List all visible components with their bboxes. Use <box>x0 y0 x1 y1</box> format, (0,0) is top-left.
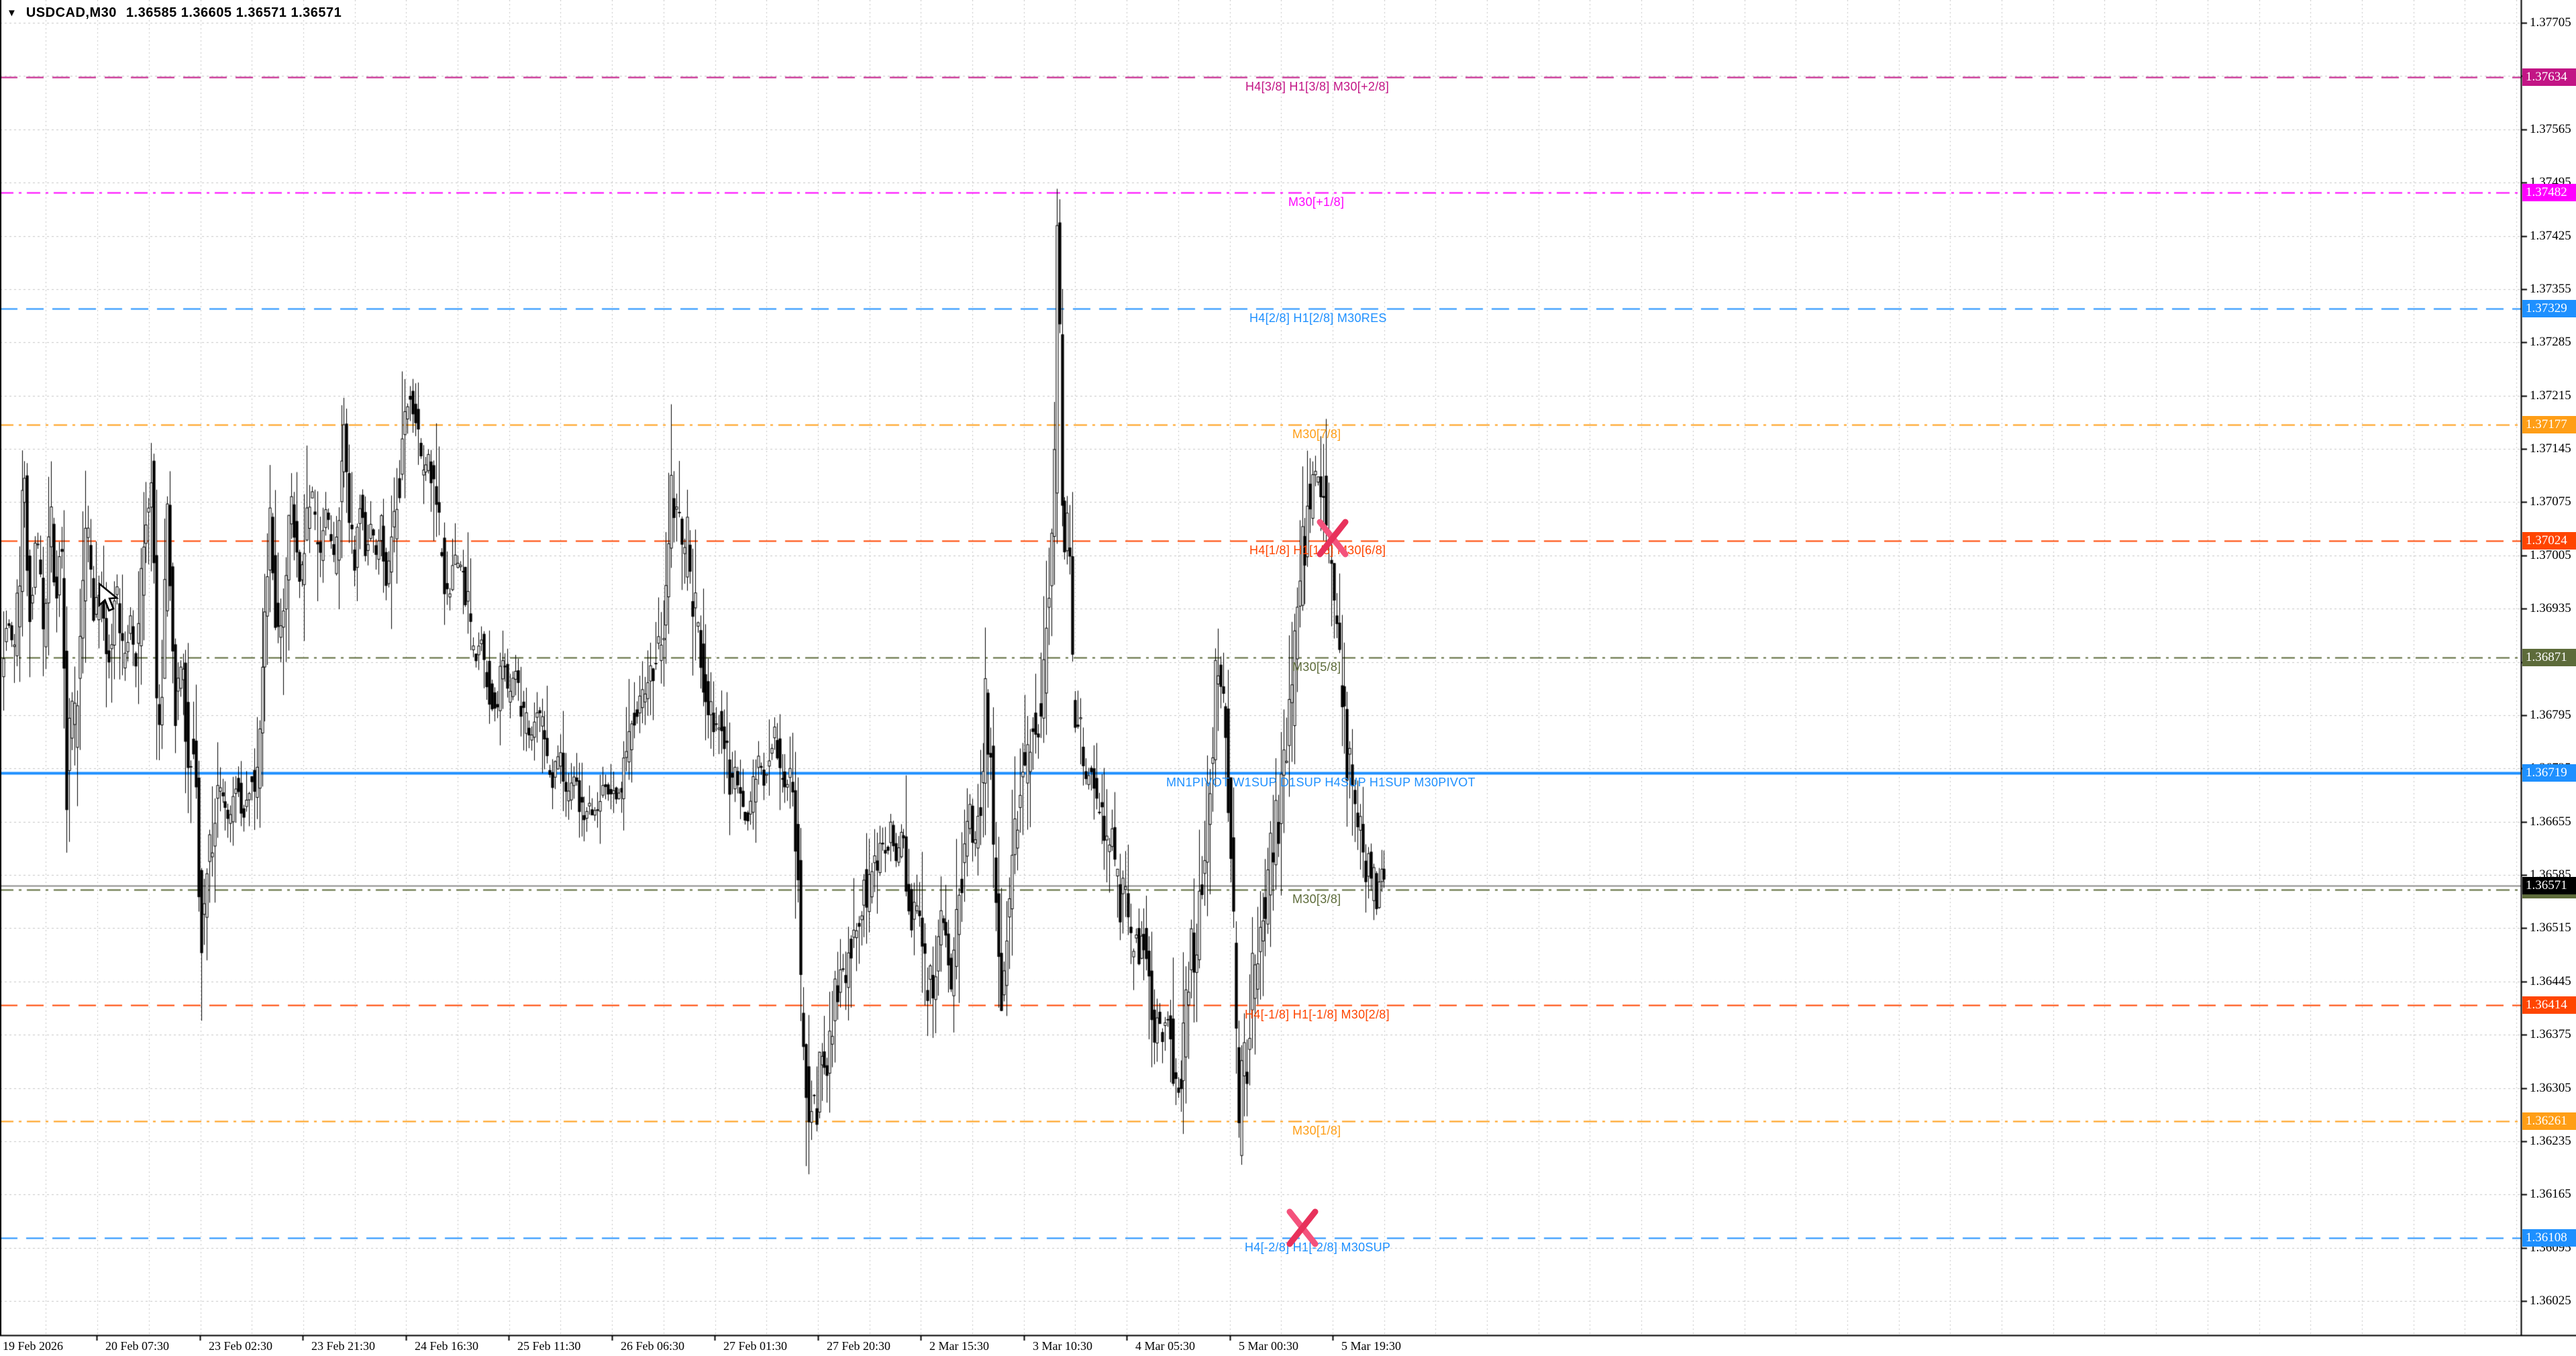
time-axis-label: 24 Feb 16:30 <box>415 1339 479 1353</box>
level-line-label: H4[3/8] H1[3/8] M30[+2/8] <box>1245 79 1390 93</box>
price-axis-tick-label: 1.37075 <box>2530 494 2571 509</box>
time-axis-label: 27 Feb 20:30 <box>827 1339 891 1353</box>
price-axis-tick-label: 1.36445 <box>2530 974 2571 988</box>
level-price-badge: 1.37634 <box>2522 68 2576 86</box>
time-axis-label: 23 Feb 02:30 <box>209 1339 273 1353</box>
time-axis-label: 20 Feb 07:30 <box>105 1339 170 1353</box>
price-axis-tick-label: 1.37285 <box>2530 335 2571 350</box>
time-axis-label: 3 Mar 10:30 <box>1033 1339 1092 1353</box>
price-axis-tick-label: 1.37215 <box>2530 388 2571 403</box>
level-price-badge: 1.36871 <box>2522 648 2576 666</box>
price-axis-tick-label: 1.36515 <box>2530 921 2571 935</box>
level-line-label: M30[7/8] <box>1292 427 1341 441</box>
level-price-badge: 1.36719 <box>2522 764 2576 782</box>
price-axis-tick-label: 1.37705 <box>2530 15 2571 30</box>
price-axis-tick-label: 1.36165 <box>2530 1187 2571 1202</box>
level-line-label: M30[3/8] <box>1292 892 1341 906</box>
price-axis-tick-label: 1.37355 <box>2530 281 2571 296</box>
level-price-badge: 1.36414 <box>2522 996 2576 1014</box>
price-axis-tick-label: 1.37005 <box>2530 547 2571 562</box>
price-axis-tick-label: 1.36305 <box>2530 1080 2571 1095</box>
level-price-badge: 1.36108 <box>2522 1229 2576 1247</box>
time-axis-label: 27 Feb 01:30 <box>723 1339 788 1353</box>
price-axis-tick-label: 1.37565 <box>2530 121 2571 136</box>
symbol-dropdown-marker-icon[interactable]: ▼ <box>7 7 17 19</box>
time-axis-label: 23 Feb 21:30 <box>311 1339 376 1353</box>
x-mark-lower[interactable] <box>1286 1208 1319 1251</box>
level-price-badge: 1.37329 <box>2522 300 2576 318</box>
price-axis-tick-label: 1.36655 <box>2530 814 2571 829</box>
chart-symbol-timeframe: USDCAD,M30 <box>25 5 117 20</box>
time-axis-label: 19 Feb 2026 <box>3 1339 63 1353</box>
level-line-label: H4[-2/8] H1[-2/8] M30SUP <box>1245 1240 1391 1254</box>
price-axis-tick-label: 1.37425 <box>2530 228 2571 243</box>
level-line-label: M30[+1/8] <box>1288 195 1345 209</box>
level-line-label: H4[2/8] H1[2/8] M30RES <box>1249 311 1387 325</box>
level-line-label: H4[1/8] H1[1/8] M30[6/8] <box>1249 543 1386 558</box>
time-axis-label: 26 Feb 06:30 <box>621 1339 685 1353</box>
level-price-badge: 1.36261 <box>2522 1112 2576 1131</box>
price-axis-tick-label: 1.36235 <box>2530 1133 2571 1148</box>
time-axis-label: 5 Mar 00:30 <box>1239 1339 1298 1353</box>
chart-title: ▼ USDCAD,M30 1.36585 1.36605 1.36571 1.3… <box>7 5 342 21</box>
price-axis-tick-label: 1.36935 <box>2530 601 2571 616</box>
time-axis-label: 2 Mar 15:30 <box>929 1339 989 1353</box>
current-price-badge: 1.36571 <box>2522 876 2576 894</box>
level-price-badge: 1.37024 <box>2522 532 2576 550</box>
price-axis-tick-label: 1.36025 <box>2530 1294 2571 1308</box>
time-axis-label: 5 Mar 19:30 <box>1341 1339 1401 1353</box>
time-axis-label: 4 Mar 05:30 <box>1135 1339 1195 1353</box>
level-line-label: MN1PIVOT W1SUP D1SUP H4SUP H1SUP M30PIVO… <box>1166 776 1476 790</box>
mouse-cursor-icon <box>98 582 121 617</box>
level-line-label: M30[1/8] <box>1292 1124 1341 1138</box>
level-line-label: H4[-1/8] H1[-1/8] M30[2/8] <box>1245 1007 1390 1021</box>
price-axis-tick-label: 1.36375 <box>2530 1027 2571 1042</box>
price-axis-tick-label: 1.36795 <box>2530 707 2571 722</box>
time-axis-label: 25 Feb 11:30 <box>517 1339 581 1353</box>
level-price-badge: 1.37177 <box>2522 415 2576 433</box>
chart-ohlc-quotes: 1.36585 1.36605 1.36571 1.36571 <box>125 5 342 20</box>
level-price-badge: 1.37482 <box>2522 183 2576 201</box>
price-axis-tick-label: 1.37145 <box>2530 441 2571 456</box>
x-mark-upper[interactable] <box>1317 519 1349 561</box>
level-line-label: M30[5/8] <box>1292 660 1341 674</box>
